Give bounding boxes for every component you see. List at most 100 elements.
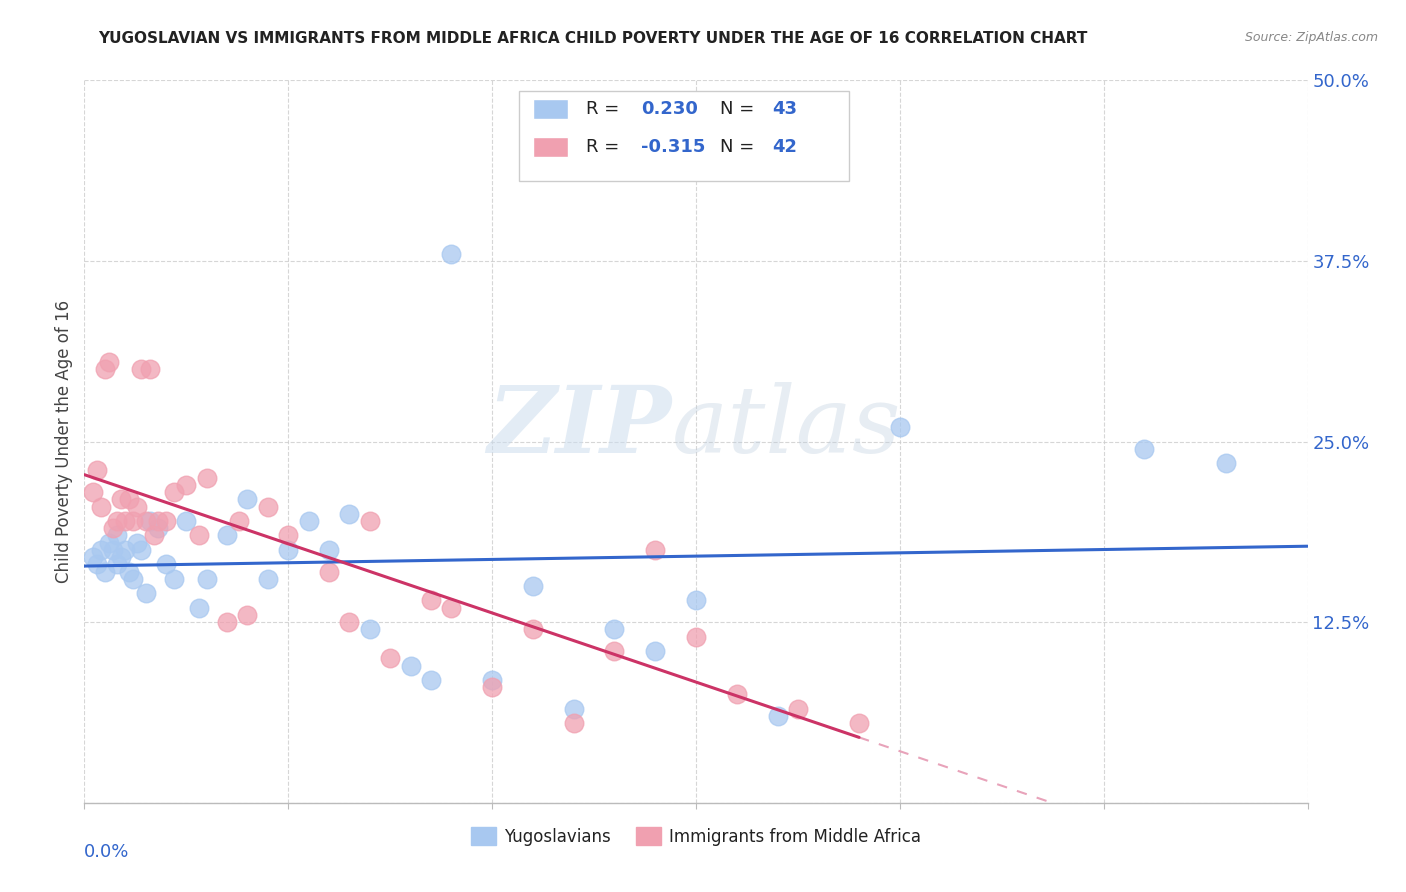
Point [277,542,299,557]
Point [380,651,402,665]
Text: 0.0%: 0.0% [84,843,129,861]
Point [522,623,544,637]
Point [339,615,361,630]
Point [105,558,128,572]
FancyBboxPatch shape [533,136,568,157]
Point [236,492,259,507]
Point [685,630,707,644]
Point [146,514,169,528]
Point [97,535,120,549]
FancyBboxPatch shape [519,91,849,181]
Text: -0.315: -0.315 [641,137,706,156]
Point [644,644,666,658]
Point [298,514,321,528]
Point [257,572,280,586]
Point [420,593,443,607]
Point [110,492,132,507]
Text: 0.230: 0.230 [641,100,697,118]
Text: R =: R = [586,137,624,156]
Point [420,673,443,687]
Point [82,550,104,565]
Point [86,463,108,477]
Point [603,623,626,637]
Point [562,702,585,716]
Point [105,514,128,528]
Point [93,362,115,376]
FancyBboxPatch shape [533,99,568,120]
Text: atlas: atlas [672,382,901,472]
Point [522,579,544,593]
Point [277,528,299,542]
Point [228,514,250,528]
Point [155,558,177,572]
Point [187,528,209,542]
Point [114,514,136,528]
Text: Source: ZipAtlas.com: Source: ZipAtlas.com [1244,31,1378,45]
Point [155,514,177,528]
Text: N =: N = [720,137,761,156]
Text: YUGOSLAVIAN VS IMMIGRANTS FROM MIDDLE AFRICA CHILD POVERTY UNDER THE AGE OF 16 C: YUGOSLAVIAN VS IMMIGRANTS FROM MIDDLE AF… [98,31,1088,46]
Point [359,514,381,528]
Point [135,586,157,600]
Point [217,528,239,542]
Point [603,644,626,658]
Point [195,470,218,484]
Point [110,550,132,565]
Point [122,572,145,586]
Y-axis label: Child Poverty Under the Age of 16: Child Poverty Under the Age of 16 [55,300,73,583]
Point [236,607,259,622]
Point [82,485,104,500]
Point [138,514,160,528]
Point [848,716,870,731]
Point [399,658,422,673]
Point [101,542,124,557]
Point [889,420,911,434]
Point [138,362,160,376]
Point [257,500,280,514]
Point [1215,456,1237,470]
Legend: Yugoslavians, Immigrants from Middle Africa: Yugoslavians, Immigrants from Middle Afr… [464,821,928,852]
Point [787,702,810,716]
Point [114,542,136,557]
Point [644,542,666,557]
Point [93,565,115,579]
Point [440,600,463,615]
Point [118,565,141,579]
Point [725,687,748,701]
Point [481,673,503,687]
Text: 43: 43 [772,100,797,118]
Point [440,246,463,260]
Point [131,362,153,376]
Point [195,572,218,586]
Point [562,716,585,731]
Point [97,355,120,369]
Point [187,600,209,615]
Point [131,542,153,557]
Point [127,500,149,514]
Point [86,558,108,572]
Point [685,593,707,607]
Point [318,565,340,579]
Point [135,514,157,528]
Text: N =: N = [720,100,761,118]
Point [163,572,186,586]
Point [142,528,165,542]
Point [105,528,128,542]
Text: R =: R = [586,100,624,118]
Point [1133,442,1156,456]
Point [122,514,145,528]
Point [90,500,112,514]
Point [127,535,149,549]
Point [118,492,141,507]
Point [481,680,503,694]
Text: 42: 42 [772,137,797,156]
Point [339,507,361,521]
Point [163,485,186,500]
Point [101,521,124,535]
Point [217,615,239,630]
Point [90,542,112,557]
Point [174,478,197,492]
Point [146,521,169,535]
Point [174,514,197,528]
Point [359,623,381,637]
